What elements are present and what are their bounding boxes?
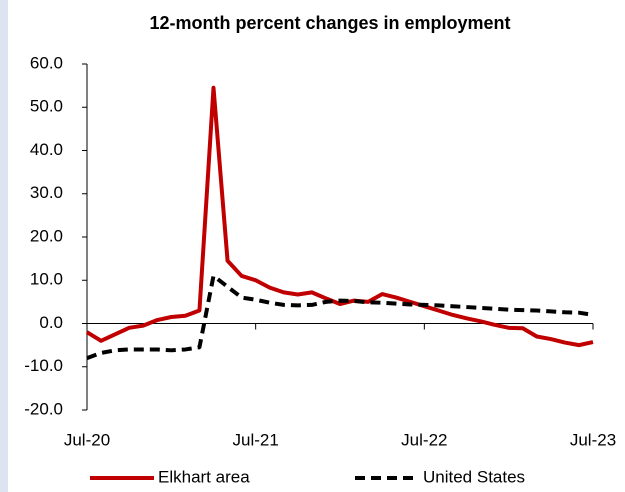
x-tick-label: Jul-20 — [64, 430, 110, 449]
series-line — [85, 85, 594, 348]
series-line — [86, 273, 594, 360]
left-edge — [0, 0, 8, 492]
y-tick-label: 0.0 — [39, 313, 63, 332]
y-tick-label: 40.0 — [30, 140, 63, 159]
y-tick-label: 60.0 — [30, 53, 63, 72]
y-tick-label: 10.0 — [30, 270, 63, 289]
legend-label: Elkhart area — [158, 467, 250, 486]
legend-label: United States — [423, 467, 525, 486]
y-tick-label: -20.0 — [24, 399, 63, 418]
y-tick-label: 50.0 — [30, 97, 63, 116]
x-tick-label: Jul-23 — [570, 430, 616, 449]
y-tick-label: 30.0 — [30, 183, 63, 202]
x-tick-label: Jul-22 — [401, 430, 447, 449]
chart-title: 12-month percent changes in employment — [149, 13, 510, 33]
y-tick-label: 20.0 — [30, 226, 63, 245]
y-tick-label: -10.0 — [24, 356, 63, 375]
x-tick-label: Jul-21 — [233, 430, 279, 449]
